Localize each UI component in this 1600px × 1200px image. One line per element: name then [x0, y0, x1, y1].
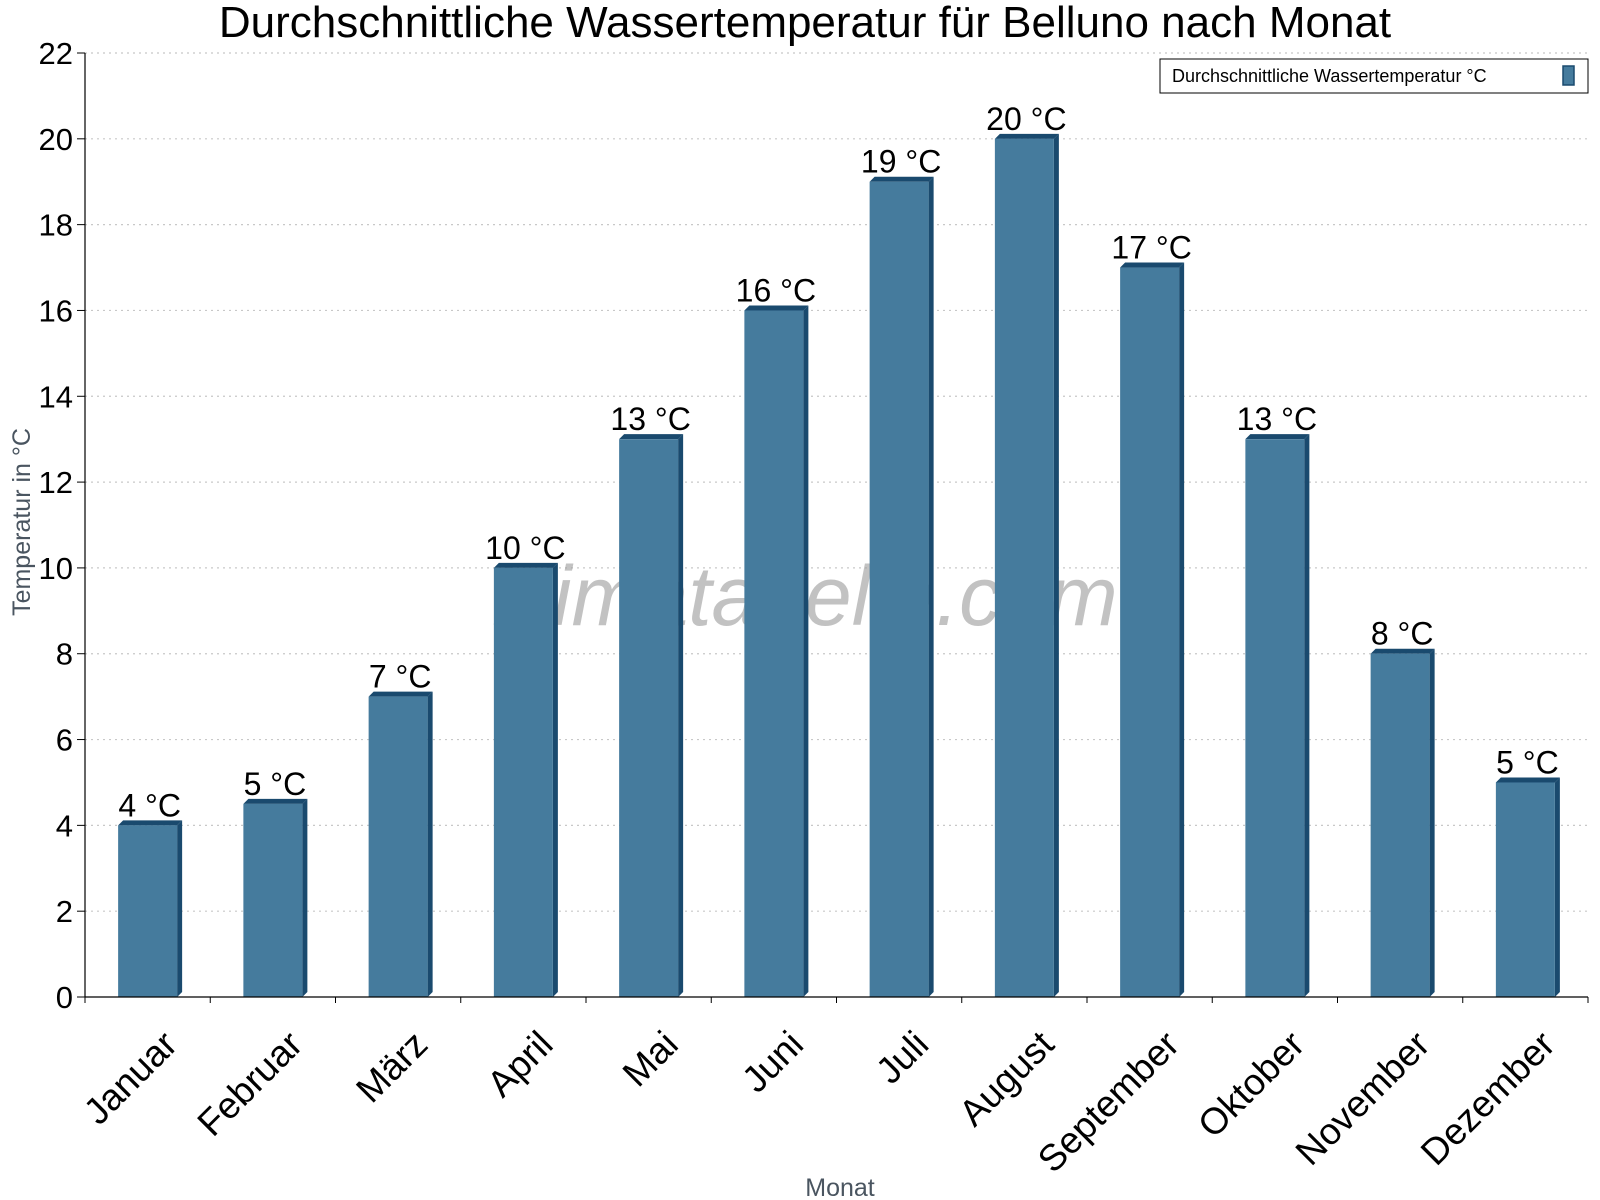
bar-februar [243, 798, 308, 997]
bar-front-face [1495, 782, 1555, 997]
x-tick-label: Juli [868, 1023, 936, 1091]
bar-side-face [678, 434, 684, 997]
bar-side-face [1304, 434, 1310, 997]
bar-side-face [302, 798, 308, 997]
bar-oktober [1245, 434, 1310, 997]
data-labels: 4 °C 5 °C 7 °C 10 °C 13 °C 16 °C 19 °C 20 °C 17 … [118, 101, 1558, 824]
bar-top-face [1120, 262, 1185, 268]
bar-side-face [552, 562, 558, 997]
data-label: 16 °C [736, 272, 816, 308]
bar-mai [619, 434, 684, 997]
y-tick-label: 22 [39, 36, 73, 71]
x-axis-label: Monat [805, 1174, 875, 1200]
y-tick-label: 8 [56, 637, 73, 672]
bar-front-face [118, 825, 178, 997]
grid-lines [85, 52, 1588, 912]
data-label: 19 °C [861, 144, 941, 180]
x-tick-labels: Januar Februar März April Mai Juni Juli AugustS… [76, 1023, 1563, 1180]
bar-front-face [994, 138, 1054, 997]
y-tick-label: 16 [39, 293, 73, 328]
y-tick-label: 20 [39, 122, 73, 157]
bar-januar [118, 820, 183, 997]
x-tick-label: Dezember [1413, 1023, 1563, 1173]
bar-front-face [869, 181, 929, 997]
bar-juli [869, 176, 934, 997]
bar-front-face [1370, 653, 1430, 997]
bar-top-face [1370, 648, 1435, 654]
y-tick-label: 12 [39, 465, 73, 500]
x-tick-label: Februar [190, 1023, 311, 1144]
bar-april [493, 562, 558, 997]
bar-side-face [177, 820, 183, 997]
bar-front-face [1120, 267, 1180, 998]
bar-side-face [928, 176, 934, 997]
data-label: 13 °C [1237, 401, 1317, 437]
legend-box [1159, 58, 1589, 94]
bar-side-face [1053, 133, 1059, 997]
data-label: 5 °C [1496, 744, 1559, 780]
bar-side-face [803, 305, 809, 997]
bar-front-face [744, 310, 804, 997]
bar-top-face [368, 691, 433, 697]
legend-label: Durchschnittliche Wassertemperatur °C [1172, 66, 1487, 86]
bar-top-face [744, 305, 809, 311]
bar-front-face [619, 439, 679, 997]
axes [77, 52, 1589, 1003]
bar-top-face [619, 434, 684, 440]
y-tick-label: 18 [39, 208, 73, 243]
bar-top-face [243, 798, 308, 804]
bar-top-face [1245, 434, 1310, 440]
data-label: 17 °C [1111, 230, 1191, 266]
bar-top-face [118, 820, 183, 826]
y-tick-label: 10 [39, 551, 73, 586]
y-tick-labels: 0 2 4 6 8 10 12 14 16 18 20 22 [39, 36, 73, 1015]
bar-juni [744, 305, 809, 997]
x-tick-label: Januar [76, 1023, 185, 1132]
x-tick-label: August [951, 1023, 1062, 1134]
bar-november [1370, 648, 1435, 997]
data-label: 7 °C [369, 659, 432, 695]
bar-dezember [1495, 777, 1560, 997]
x-tick-label: November [1288, 1023, 1438, 1173]
bar-side-face [427, 691, 433, 997]
bar-august [994, 133, 1059, 997]
data-label: 13 °C [610, 401, 690, 437]
bar-top-face [1495, 777, 1560, 783]
data-label: 10 °C [485, 530, 565, 566]
y-tick-label: 4 [56, 808, 73, 843]
bar-side-face [1429, 648, 1435, 997]
data-label: 4 °C [118, 787, 181, 823]
bar-front-face [493, 567, 553, 997]
data-label: 20 °C [986, 101, 1066, 137]
x-tick-label: Juni [734, 1023, 811, 1100]
y-tick-label: 14 [39, 379, 73, 414]
bar-side-face [1554, 777, 1560, 997]
bar-front-face [243, 803, 303, 997]
bar-series [118, 133, 1560, 998]
bar-top-face [869, 176, 934, 182]
y-tick-label: 6 [56, 723, 73, 758]
legend-swatch [1562, 65, 1575, 86]
x-tick-label: Oktober [1190, 1023, 1312, 1145]
bar-side-face [1179, 262, 1185, 998]
bar-front-face [368, 696, 428, 997]
bar-front-face [1245, 439, 1305, 997]
data-label: 8 °C [1371, 616, 1434, 652]
x-tick-label: April [479, 1023, 560, 1104]
y-axis-label: Temperatur in °C [8, 428, 36, 616]
data-label: 5 °C [244, 766, 307, 802]
legend: Durchschnittliche Wassertemperatur °C [1159, 58, 1589, 94]
x-tick-label: Mai [615, 1023, 686, 1094]
bar-märz [368, 691, 433, 997]
x-tick-label: März [348, 1023, 435, 1110]
y-tick-label: 2 [56, 894, 73, 929]
bar-september [1120, 262, 1185, 998]
bar-top-face [493, 562, 558, 568]
bar-top-face [994, 133, 1059, 139]
y-tick-label: 0 [56, 980, 73, 1015]
chart-title: Durchschnittliche Wassertemperatur für B… [219, 0, 1391, 47]
